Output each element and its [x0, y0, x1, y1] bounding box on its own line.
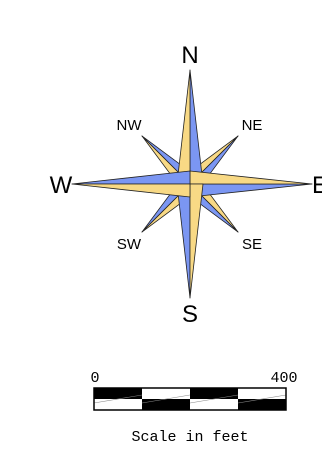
scale-bar-cell — [190, 399, 238, 410]
scale-bar: 0 400 Scale in feet — [90, 370, 297, 446]
north-point-blue-half — [189, 69, 204, 185]
scale-bar-hatch — [189, 394, 239, 404]
scale-bar-cell — [190, 388, 238, 399]
southeast-label: SE — [242, 236, 262, 253]
scale-caption: Scale in feet — [131, 429, 248, 446]
scale-bar-hatch — [141, 394, 191, 404]
scale-bar-cell — [142, 399, 190, 410]
northwest-label: NW — [117, 117, 143, 134]
compass-rose — [71, 69, 313, 299]
scale-bar-cell — [238, 388, 286, 399]
south-point-yellow-half — [189, 183, 204, 299]
north-label: N — [181, 42, 198, 69]
east-point-blue-half — [189, 183, 313, 198]
west-point-yellow-half — [71, 183, 191, 198]
scale-bar-cell — [142, 388, 190, 399]
scale-bar-frame — [93, 387, 287, 411]
north-point-yellow-half — [176, 69, 191, 185]
west-label: W — [50, 172, 73, 199]
southwest-label: SW — [117, 236, 142, 253]
scale-bar-cell — [94, 388, 142, 399]
scale-bar-hatch — [237, 394, 287, 404]
scale-start-label: 0 — [90, 370, 99, 387]
south-label: S — [182, 301, 198, 328]
compass-rose-cardinal-points — [71, 69, 313, 299]
northeast-label: NE — [242, 117, 263, 134]
scale-bar-segments — [93, 388, 287, 410]
scale-bar-hatch — [93, 394, 143, 404]
scale-end-label: 400 — [270, 370, 297, 387]
east-label: E — [312, 172, 322, 199]
scale-bar-cell — [94, 399, 142, 410]
south-point-blue-half — [176, 183, 191, 299]
west-point-blue-half — [71, 170, 191, 185]
scale-bar-cell — [238, 399, 286, 410]
east-point-yellow-half — [189, 170, 313, 185]
